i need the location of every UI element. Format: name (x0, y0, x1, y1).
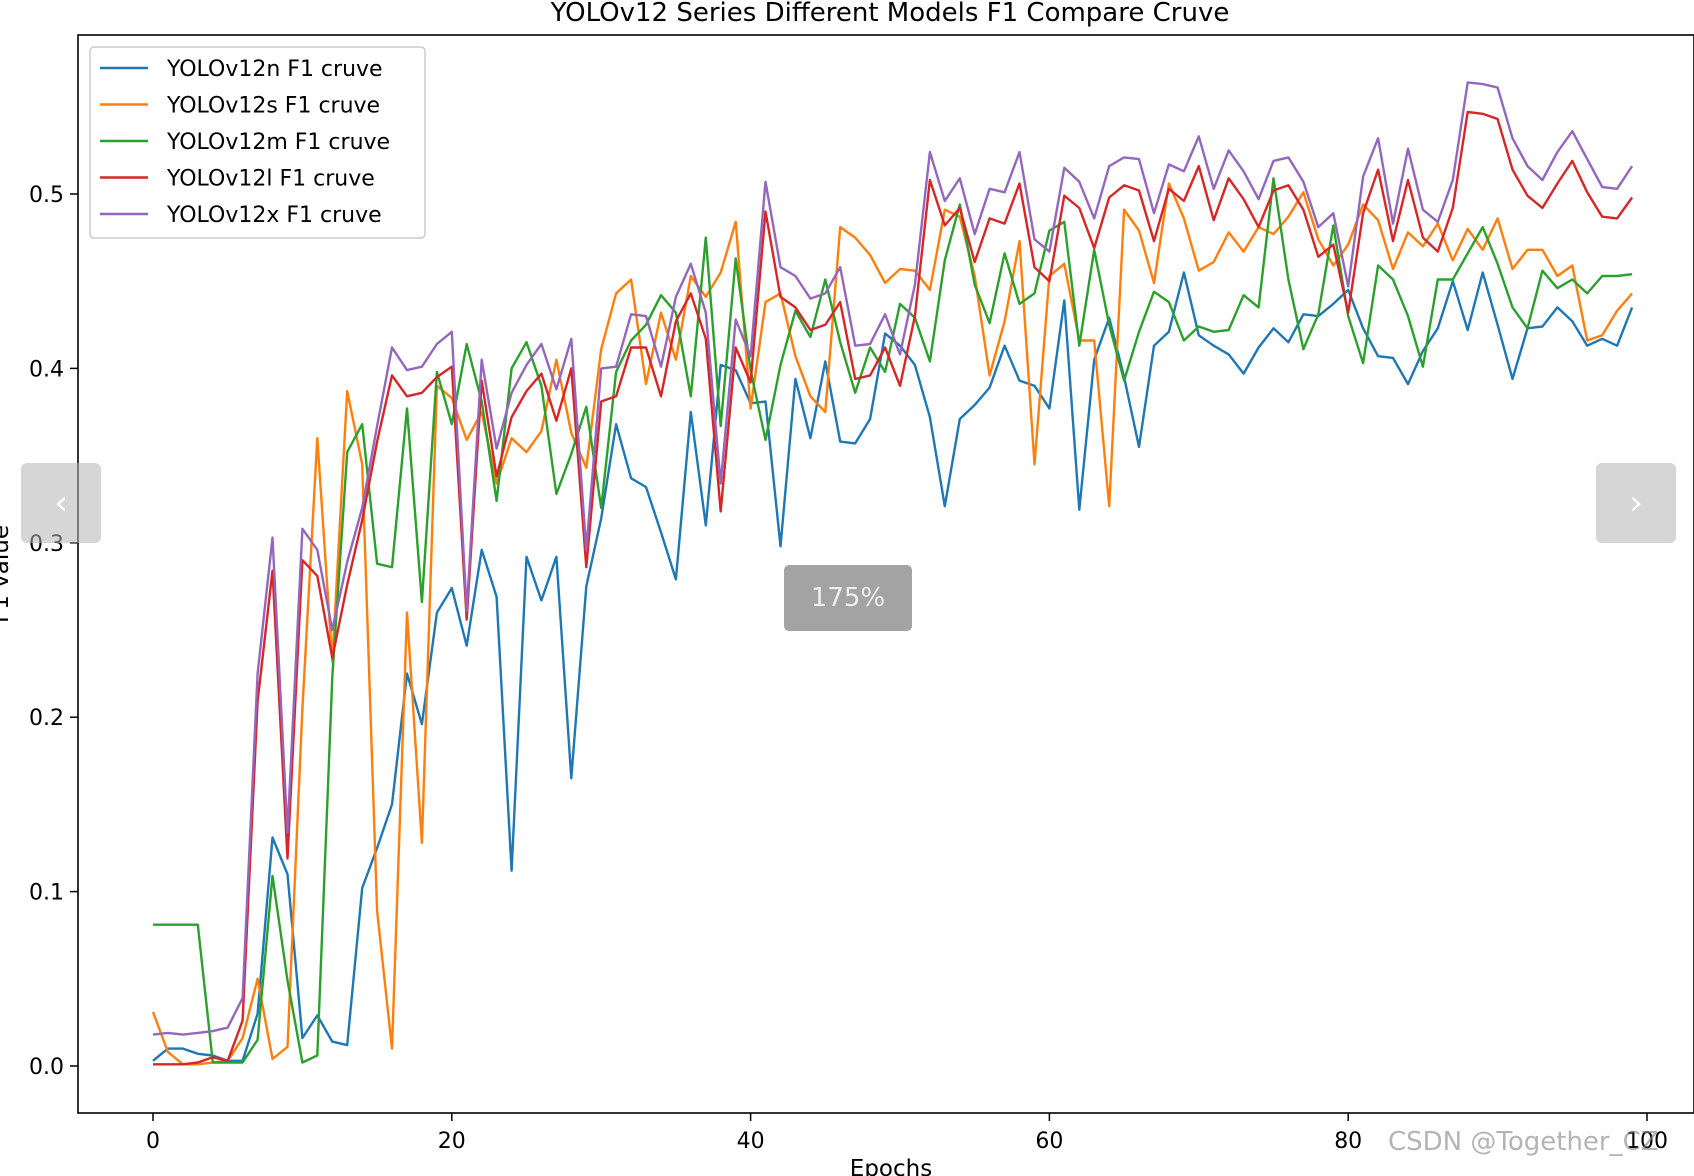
x-tick-label: 100 (1626, 1129, 1668, 1154)
legend-entry-label: YOLOv12m F1 cruve (166, 130, 390, 155)
legend-entry-label: YOLOv12x F1 cruve (166, 203, 382, 228)
next-image-button[interactable]: › (1596, 463, 1676, 543)
y-tick-label: 0.0 (29, 1055, 64, 1080)
previous-image-button[interactable]: ‹ (21, 463, 101, 543)
x-tick-label: 80 (1334, 1129, 1362, 1154)
x-axis-label: Epochs (850, 1156, 932, 1176)
x-tick-label: 20 (438, 1129, 466, 1154)
chevron-right-icon: › (1629, 483, 1643, 523)
legend: YOLOv12n F1 cruve YOLOv12s F1 cruve YOLOv1… (89, 46, 426, 239)
series-line-yolov12n (152, 271, 1634, 1063)
chevron-left-icon: ‹ (54, 483, 68, 523)
y-tick-label: 0.2 (29, 706, 64, 731)
series-line-yolov12x (152, 81, 1634, 1036)
zoom-level-indicator: 175% (784, 565, 912, 631)
legend-entry-label: YOLOv12l F1 cruve (166, 167, 375, 192)
watermark: CSDN @Together_CZ (1388, 1127, 1659, 1157)
plot-area-frame (77, 34, 1694, 1114)
series-line-yolov12l (153, 110, 1634, 1066)
y-tick-label: 0.4 (29, 357, 64, 382)
series-line-yolov12m (153, 177, 1633, 1064)
x-tick-label: 40 (737, 1129, 765, 1154)
x-tick-label: 0 (146, 1129, 160, 1154)
series-line-yolov12s (151, 182, 1634, 1066)
y-tick-label: 0.5 (29, 183, 64, 208)
x-tick-label: 60 (1035, 1129, 1063, 1154)
legend-box (89, 46, 426, 239)
series-lines (151, 81, 1634, 1066)
y-tick-label: 0.1 (29, 881, 64, 906)
legend-entry-label: YOLOv12s F1 cruve (166, 94, 380, 119)
y-axis-label: F1 value (0, 525, 14, 623)
chart-title: YOLOv12 Series Different Models F1 Compa… (550, 0, 1230, 28)
legend-entry-label: YOLOv12n F1 cruve (166, 57, 383, 82)
